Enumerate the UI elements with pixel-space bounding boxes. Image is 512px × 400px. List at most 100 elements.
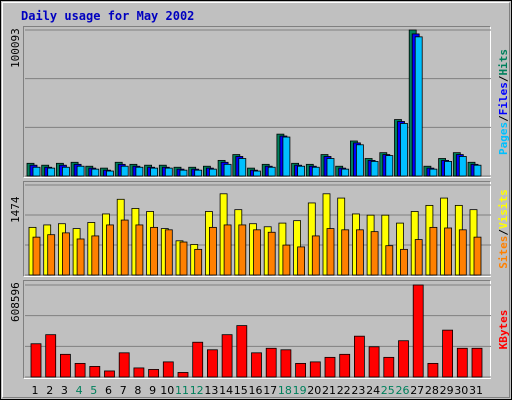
y-max-label-hits: 100093 [9,28,22,68]
kbytes-bar-4 [74,362,86,378]
kbytes-bar-24 [368,346,380,378]
x-tick-label-3: 3 [61,384,68,397]
kbytes-bar-18 [280,349,292,378]
sites-bar-1 [32,236,41,276]
sites-bar-2 [47,234,56,276]
sites-bar-3 [62,232,70,276]
y-max-label-kbytes: 608596 [9,282,22,322]
sites-bar-15 [238,224,247,276]
pages-bar-13 [208,168,217,177]
x-tick-label-7: 7 [120,384,127,397]
x-tick-label-15: 15 [234,384,248,397]
kbytes-bar-25 [383,356,395,378]
sites-bar-16 [253,229,261,276]
kbytes-bar-11 [177,372,189,378]
sites-bar-11 [179,241,188,276]
sites-bar-6 [106,224,114,276]
x-tick-label-19: 19 [293,384,307,397]
x-tick-label-30: 30 [454,384,468,397]
sites-bar-17 [267,231,276,276]
kbytes-bar-23 [353,335,365,378]
pages-bar-6 [106,170,114,177]
pages-bar-22 [341,168,350,177]
sites-bar-5 [91,235,100,276]
x-tick-label-5: 5 [90,384,97,397]
sites-bar-20 [311,235,320,276]
series-label-part: Hits [497,49,510,76]
pages-bar-15 [238,158,247,177]
pages-bar-12 [194,169,203,177]
series-label-kbytes: KBytes [497,310,510,350]
series-label-part: Pages [497,122,510,155]
kbytes-bar-21 [324,356,336,378]
x-tick-label-20: 20 [307,384,321,397]
series-label-hits: Pages/Files/Hits [497,49,510,155]
kbytes-bar-27 [412,284,424,378]
pages-bar-24 [370,161,379,177]
x-tick-label-28: 28 [425,384,439,397]
series-label-part: / [497,75,510,82]
x-axis-labels: 1 2 3 4 5 6 7 8 9 10 11 12 13 14 15 16 17 18 19 20 21 22 23 24 2… [32,384,484,397]
sites-bar-14 [223,224,232,276]
x-tick-label-23: 23 [351,384,365,397]
pages-bar-30 [458,156,467,177]
chart-title: Daily usage for May 2002 [21,9,195,23]
sites-bar-26 [400,248,408,276]
sites-bar-29 [444,227,453,276]
kbytes-bar-17 [265,347,277,378]
pages-bar-7 [120,165,129,177]
pages-bar-31 [473,164,482,177]
x-tick-label-31: 31 [469,384,483,397]
pages-bar-11 [179,169,188,177]
kbytes-bar-12 [192,341,204,378]
x-tick-label-4: 4 [76,384,83,397]
kbytes-bar-6 [104,370,115,378]
sites-bar-12 [194,248,203,276]
series-label-part: Sites [497,236,510,269]
kbytes-bar-5 [89,366,101,378]
x-tick-label-8: 8 [134,384,141,397]
x-tick-label-24: 24 [366,384,380,397]
hits-panel [23,26,491,178]
kbytes-panel [23,280,491,379]
pages-bar-14 [223,163,232,177]
series-label-part: KBytes [497,310,510,350]
pages-bar-17 [267,166,276,177]
pages-bar-10 [164,167,173,177]
x-tick-label-9: 9 [149,384,156,397]
x-tick-label-27: 27 [410,384,424,397]
sites-bar-24 [370,231,379,276]
kbytes-chart-svg [25,284,491,378]
sites-bar-18 [282,244,291,276]
sites-bar-23 [355,229,364,276]
x-tick-label-14: 14 [219,384,233,397]
kbytes-bar-22 [339,353,351,378]
x-tick-label-12: 12 [190,384,204,397]
x-tick-label-25: 25 [381,384,395,397]
kbytes-bar-14 [221,334,233,378]
pages-bar-21 [326,158,335,177]
pages-bar-2 [47,167,56,177]
y-axis-labels: 100093 1474 608596 [9,28,22,322]
visits-panel [23,181,491,277]
pages-bar-25 [385,155,394,177]
kbytes-bar-19 [295,362,307,378]
pages-bar-20 [311,166,320,177]
x-tick-label-11: 11 [175,384,189,397]
pages-bar-4 [76,165,85,177]
visits-bar-25 [381,214,390,276]
x-tick-label-18: 18 [278,384,292,397]
kbytes-bar-1 [30,343,42,378]
series-label-visits: Sites/Visits [497,189,510,269]
sites-bar-28 [429,226,438,276]
pages-bar-23 [355,144,364,177]
pages-bar-26 [400,123,408,177]
x-tick-label-2: 2 [46,384,53,397]
series-label-part: / [497,229,510,236]
pages-bar-29 [444,161,453,177]
pages-bar-18 [282,136,291,177]
kbytes-bar-20 [309,361,321,378]
x-tick-label-10: 10 [160,384,174,397]
